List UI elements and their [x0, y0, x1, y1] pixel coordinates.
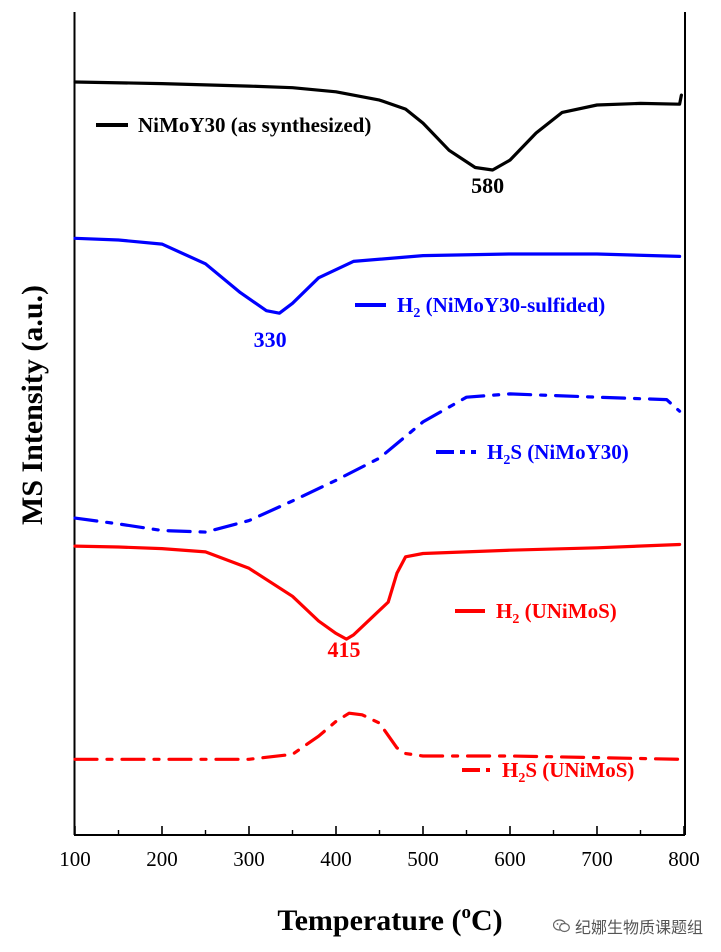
- x-minor-ticks: [117, 830, 642, 835]
- x-ticks: 100 200 300 400 500 600 700 800: [59, 826, 700, 871]
- legend-label-sub: 2: [413, 306, 420, 321]
- legend-label: H2S (NiMoY30): [487, 440, 629, 468]
- x-tick-label: 800: [668, 847, 700, 871]
- x-tick-label: 300: [233, 847, 265, 871]
- legend-label-pre: H: [397, 293, 413, 317]
- x-axis-label-prefix: Temperature (: [277, 904, 461, 937]
- legend-label-pre: H: [502, 758, 518, 782]
- legend-label-post: S (NiMoY30): [510, 440, 628, 464]
- watermark-text: 纪娜生物质课题组: [574, 918, 703, 937]
- legend-label-pre: H: [487, 440, 503, 464]
- x-tick-label: 400: [320, 847, 352, 871]
- legend-label: H2S (UNiMoS): [502, 758, 634, 786]
- peak-label: 330: [254, 327, 287, 352]
- y-axis-label: MS Intensity (a.u.): [16, 285, 49, 525]
- legend-label-post: S (UNiMoS): [525, 758, 634, 782]
- peak-labels: 580 330 415: [254, 173, 505, 662]
- legend-label-post: (NiMoY30-sulfided): [420, 293, 605, 317]
- legend-label-post: (UNiMoS): [519, 599, 616, 623]
- x-axis-label: Temperature (oC): [277, 902, 502, 937]
- legend-label-sub: 2: [518, 771, 525, 786]
- peak-label: 580: [471, 173, 504, 198]
- series-line: [73, 236, 682, 315]
- legend-group: NiMoY30 (as synthesized)H2 (NiMoY30-sulf…: [96, 113, 634, 786]
- legend-label-sub: 2: [503, 453, 510, 468]
- peak-label: 415: [328, 637, 361, 662]
- x-axis-label-suffix: C): [471, 904, 503, 937]
- x-tick-label: 500: [407, 847, 439, 871]
- series-line: [73, 392, 682, 534]
- wechat-icon: [552, 919, 570, 933]
- x-tick-label: 100: [59, 847, 91, 871]
- series-line: [73, 542, 682, 641]
- legend-label: H2 (UNiMoS): [496, 599, 617, 627]
- series-line: [73, 711, 682, 761]
- x-tick-label: 700: [581, 847, 613, 871]
- x-tick-label: 200: [146, 847, 178, 871]
- x-axis-label-superscript: o: [461, 902, 471, 923]
- series-group: [73, 80, 684, 761]
- series-line: [73, 80, 684, 172]
- legend-label: H2 (NiMoY30-sulfided): [397, 293, 605, 321]
- legend-label-sub: 2: [512, 612, 519, 627]
- legend-label-pre: H: [496, 599, 512, 623]
- legend-label: NiMoY30 (as synthesized): [138, 113, 371, 137]
- watermark: 纪娜生物质课题组: [552, 914, 703, 938]
- x-tick-label: 600: [494, 847, 526, 871]
- legend-label-post: NiMoY30 (as synthesized): [138, 113, 371, 137]
